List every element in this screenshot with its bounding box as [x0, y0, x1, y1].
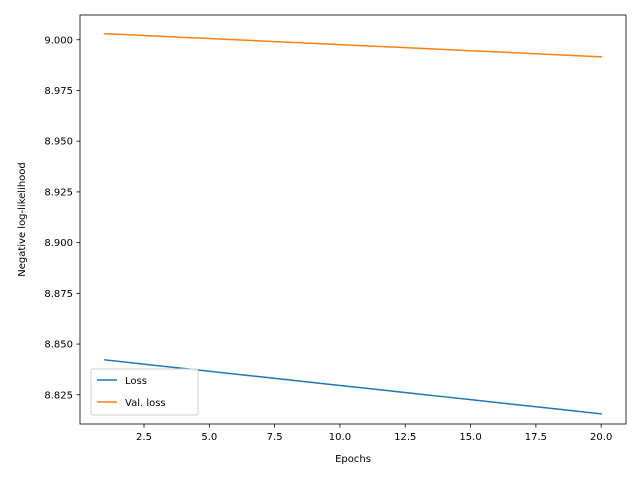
legend-label-loss: Loss [125, 376, 147, 387]
x-tick-label: 10.0 [329, 432, 351, 443]
x-tick-label: 2.5 [136, 432, 152, 443]
y-tick-label: 8.900 [44, 238, 73, 249]
y-axis: 8.825 8.850 8.875 8.900 8.925 8.950 8.975 9.000 [44, 35, 80, 401]
y-tick-label: 8.875 [44, 289, 73, 300]
x-tick-label: 15.0 [459, 432, 481, 443]
x-tick-label: 20.0 [590, 432, 612, 443]
series-line-val-loss [104, 32, 602, 58]
x-tick-label: 12.5 [394, 432, 416, 443]
x-tick-label: 17.5 [525, 432, 547, 443]
axes-frame [79, 14, 627, 425]
y-tick-label: 8.950 [44, 137, 73, 148]
y-axis-label: Negative log-likelihood [17, 162, 28, 277]
x-axis-label: Epochs [335, 454, 371, 465]
x-tick-label: 7.5 [267, 432, 283, 443]
y-tick-label: 8.925 [44, 187, 73, 198]
x-tick-label: 5.0 [201, 432, 217, 443]
y-tick-label: 9.000 [44, 35, 73, 46]
y-tick-label: 8.975 [44, 86, 73, 97]
y-tick-label: 8.825 [44, 390, 73, 401]
legend-box [90, 368, 199, 416]
y-tick-label: 8.850 [44, 340, 73, 351]
legend: Loss Val. loss [90, 368, 199, 416]
legend-label-val-loss: Val. loss [125, 398, 166, 409]
x-axis: 2.5 5.0 7.5 10.0 12.5 15.0 17.5 20.0 [136, 424, 612, 443]
